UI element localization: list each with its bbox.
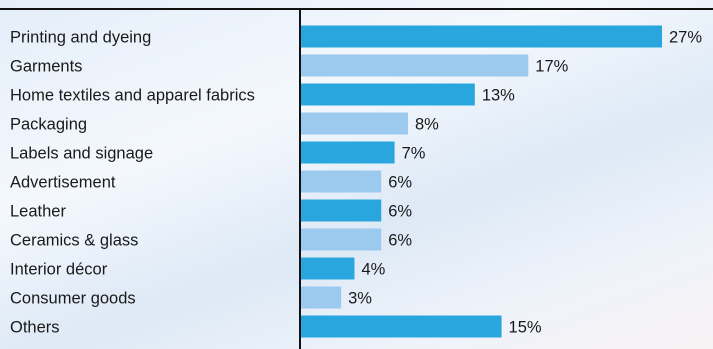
category-label: Garments (10, 58, 82, 76)
bar (301, 286, 342, 309)
value-label: 6% (388, 174, 412, 192)
value-label: 4% (361, 261, 385, 279)
bar (301, 83, 475, 106)
bar (301, 228, 382, 251)
value-label: 27% (669, 29, 702, 47)
bar (301, 25, 662, 48)
value-label: 8% (415, 116, 439, 134)
value-label: 6% (388, 232, 412, 250)
category-label: Interior décor (10, 261, 108, 279)
value-label: 13% (482, 87, 515, 105)
category-label: Packaging (10, 116, 87, 134)
bar (301, 54, 529, 77)
category-label: Ceramics & glass (10, 232, 138, 250)
category-label: Advertisement (10, 174, 116, 192)
category-label: Printing and dyeing (10, 29, 151, 47)
bar (301, 257, 355, 280)
category-label: Consumer goods (10, 290, 136, 308)
bar (301, 170, 382, 193)
value-label: 6% (388, 203, 412, 221)
category-label: Home textiles and apparel fabrics (10, 87, 255, 105)
category-label: Leather (10, 203, 66, 221)
value-label: 3% (348, 290, 372, 308)
value-label: 17% (535, 58, 568, 76)
category-label: Labels and signage (10, 145, 153, 163)
category-label: Others (10, 319, 60, 337)
bar (301, 141, 395, 164)
bar (301, 112, 408, 135)
bar (301, 199, 382, 222)
bar (301, 315, 502, 338)
value-label: 7% (402, 145, 426, 163)
value-label: 15% (509, 319, 542, 337)
bars-group: Printing and dyeing 27% Garments 17% Home te… (10, 25, 702, 338)
